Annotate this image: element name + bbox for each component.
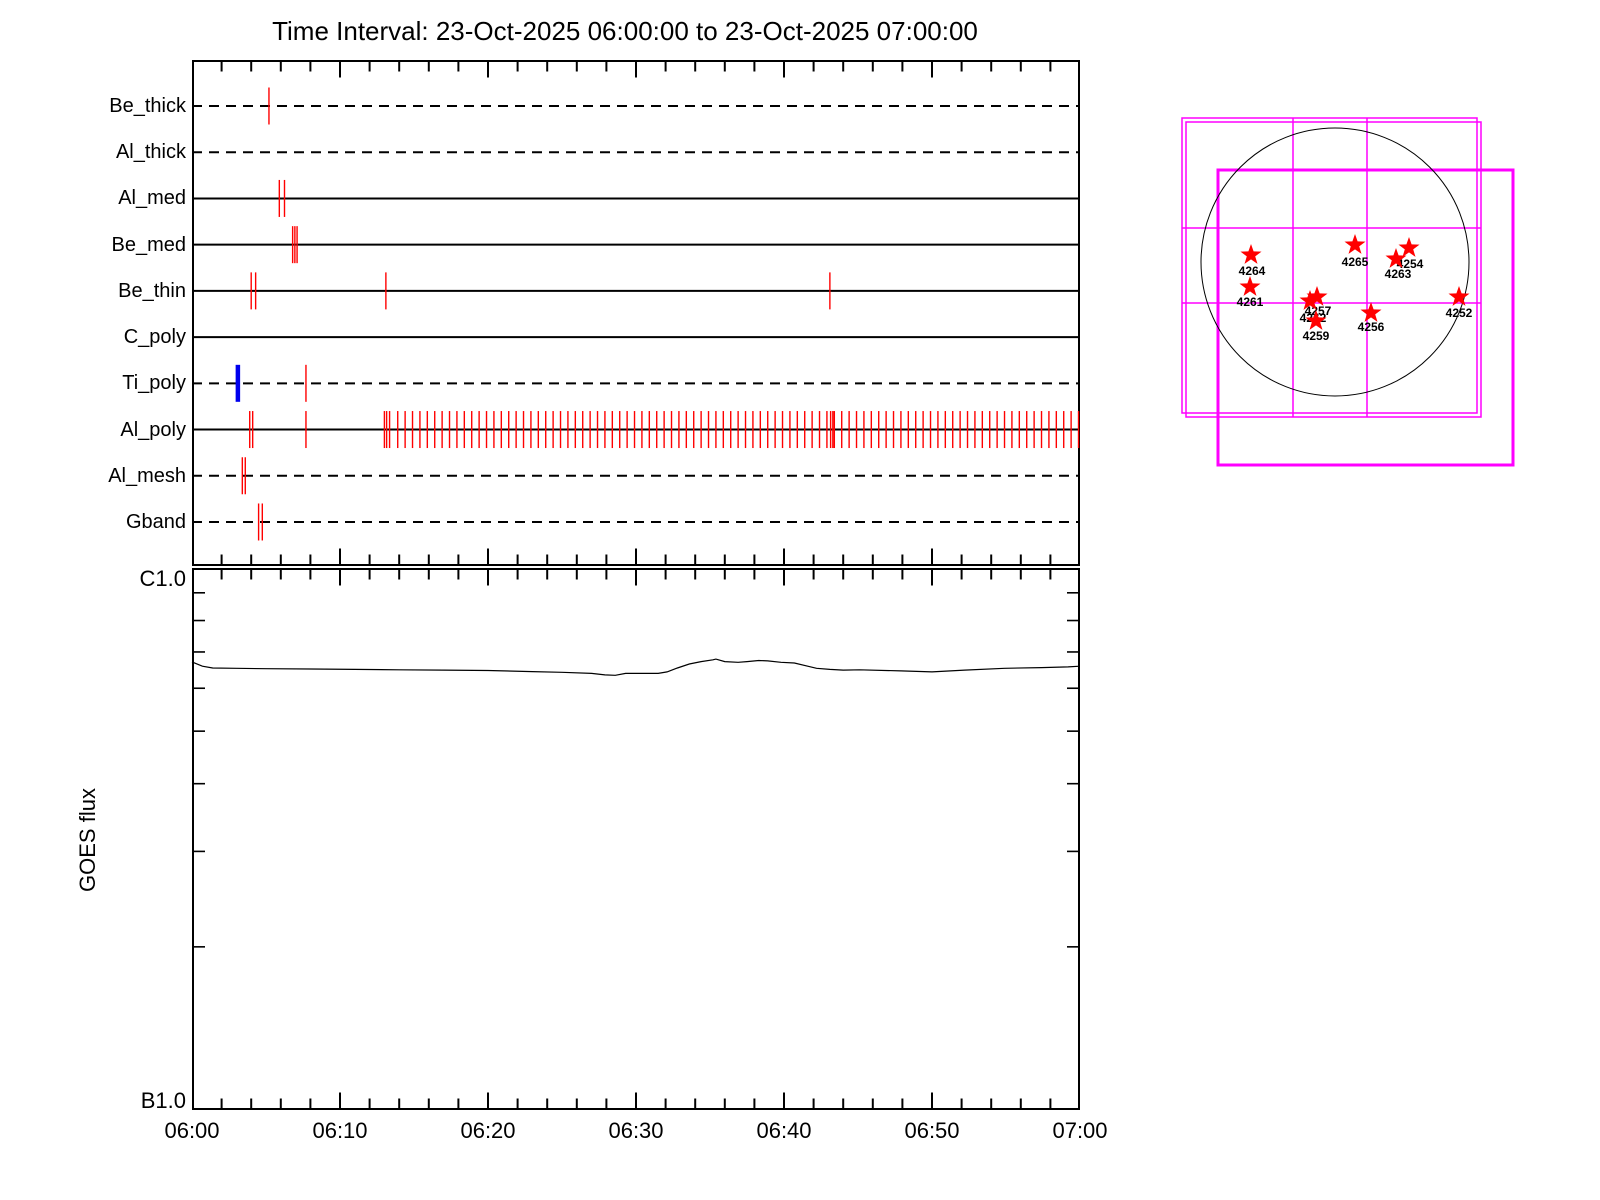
filter-row-labels: Be_thick Al_thick Al_med Be_med Be_thin C_pol… xyxy=(0,0,186,600)
active-region-star-4261 xyxy=(1239,276,1261,296)
time-tick-label: 06:40 xyxy=(756,1118,812,1143)
goes-y-axis-top-label: C1.0 xyxy=(139,566,186,591)
row-label-Be_thick: Be_thick xyxy=(109,95,186,117)
fov-square xyxy=(1216,168,1515,467)
active-region-label-4257: 4257 xyxy=(1305,304,1332,318)
filter-timeline-plot xyxy=(192,60,1080,566)
active-region-label-4256: 4256 xyxy=(1358,320,1385,334)
page-title: Time Interval: 23-Oct-2025 06:00:00 to 2… xyxy=(272,16,978,46)
row-label-C_poly: C_poly xyxy=(123,326,186,349)
goes-flux-curve xyxy=(191,658,1081,676)
solar-limb xyxy=(1200,127,1470,397)
active-region-star-4256 xyxy=(1360,302,1382,322)
time-tick-label: 06:30 xyxy=(608,1118,664,1143)
row-label-Gband: Gband xyxy=(125,510,186,533)
goes-frame xyxy=(192,568,1080,1110)
active-region-star-4264 xyxy=(1240,244,1262,264)
active-region-label-4259: 4259 xyxy=(1303,329,1330,343)
time-tick-label: 06:00 xyxy=(164,1118,220,1143)
time-tick-label: 07:00 xyxy=(1052,1118,1108,1143)
active-region-star-4265 xyxy=(1344,234,1366,254)
time-tick-label: 06:10 xyxy=(312,1118,368,1143)
time-tick-label: 06:20 xyxy=(460,1118,516,1143)
active-region-label-4263: 4263 xyxy=(1385,267,1412,281)
active-region-star-4262 xyxy=(1299,290,1321,310)
fov-square xyxy=(1185,121,1482,418)
active-region-label-4254: 4254 xyxy=(1397,257,1424,271)
active-region-star-4263 xyxy=(1385,248,1407,268)
fov-square xyxy=(1181,117,1478,414)
active-region-label-4265: 4265 xyxy=(1342,255,1369,269)
row-label-Be_thin: Be_thin xyxy=(118,279,186,302)
row-label-Al_med: Al_med xyxy=(118,187,186,210)
solar-disk-map: 4264426142654254426342574262425942564252 xyxy=(1181,117,1515,467)
row-label-Al_mesh: Al_mesh xyxy=(108,464,186,487)
active-region-star-4257 xyxy=(1306,286,1328,306)
time-tick-label: 06:50 xyxy=(904,1118,960,1143)
row-label-Al_poly: Al_poly xyxy=(120,418,186,441)
goes-y-axis-title: GOES flux xyxy=(75,788,100,892)
goes-flux-plot xyxy=(191,568,1081,1110)
goes-y-axis-bottom-label: B1.0 xyxy=(140,1088,186,1113)
timeline-frame xyxy=(192,60,1080,566)
active-region-label-4252: 4252 xyxy=(1446,306,1473,320)
active-region-star-4254 xyxy=(1398,237,1420,257)
active-region-label-4264: 4264 xyxy=(1239,264,1266,278)
active-region-label-4261: 4261 xyxy=(1237,295,1264,309)
active-region-star-4252 xyxy=(1448,286,1470,306)
row-label-Be_med: Be_med xyxy=(111,233,187,256)
row-label-Ti_poly: Ti_poly xyxy=(122,372,186,395)
row-label-Al_thick: Al_thick xyxy=(115,141,186,164)
active-region-star-4259 xyxy=(1305,310,1327,330)
